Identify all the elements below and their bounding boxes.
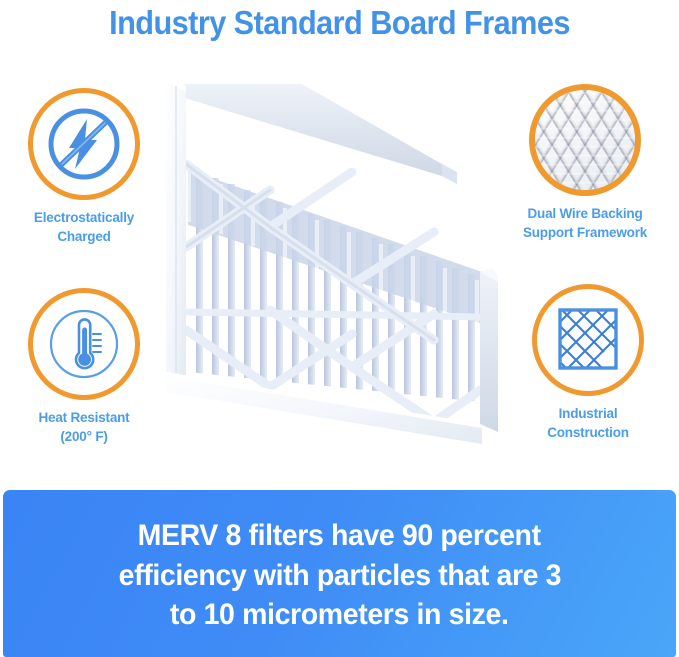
lattice-grid-square-icon (558, 308, 618, 370)
banner-line-3: to 10 micrometers in size. (170, 598, 509, 632)
feature-label-line1: Heat Resistant (38, 410, 130, 425)
feature-industrial-construction: Industrial Construction (508, 284, 668, 442)
feature-icon-ring (529, 84, 641, 196)
feature-icon-ring (28, 288, 140, 400)
filter-top-rail (178, 80, 457, 184)
air-filter-illustration (166, 78, 498, 444)
feature-label: Heat Resistant (200° F) (4, 409, 164, 446)
feature-heat-resistant: Heat Resistant (200° F) (4, 288, 164, 446)
feature-label: Industrial Construction (508, 405, 668, 442)
feature-label-line1: Dual Wire Backing (527, 206, 643, 221)
feature-label-line2: Support Framework (522, 224, 648, 240)
feature-label-line1: Industrial (558, 406, 618, 421)
filter-bottom-rail (166, 372, 482, 444)
feature-icon-ring (28, 88, 140, 200)
product-image (152, 72, 508, 457)
feature-label: Dual Wire Backing Support Framework (505, 205, 665, 242)
feature-icon-ring (532, 284, 644, 396)
wire-mesh-photo-icon (535, 90, 635, 190)
banner-line-1: MERV 8 filters have 90 percent (137, 518, 542, 552)
filter-right-cap (480, 268, 498, 432)
feature-dual-wire-backing: Dual Wire Backing Support Framework (505, 84, 665, 242)
filter-left-rail (166, 78, 186, 382)
thermometer-icon (49, 309, 119, 379)
feature-label-line2: Construction (547, 424, 629, 440)
lightning-bolt-no-charge-icon (48, 108, 120, 180)
feature-label-line1: Electrostatically (33, 210, 135, 225)
feature-label-line2: (200° F) (60, 428, 108, 444)
merv-info-banner: MERV 8 filters have 90 percent efficienc… (3, 490, 676, 657)
feature-electrostatically-charged: Electrostatically Charged (4, 88, 164, 246)
page-title: Industry Standard Board Frames (109, 4, 570, 41)
feature-label: Electrostatically Charged (4, 209, 164, 246)
banner-line-2: efficiency with particles that are 3 (118, 558, 561, 592)
feature-label-line2: Charged (57, 228, 111, 244)
